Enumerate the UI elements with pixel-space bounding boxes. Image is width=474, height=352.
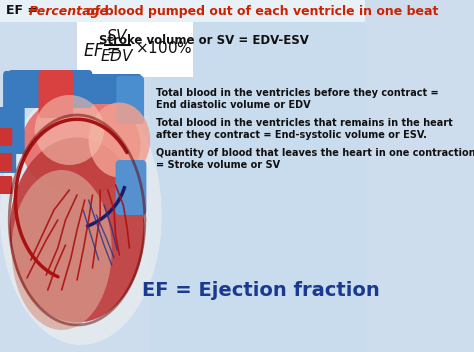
Text: End diastolic volume or EDV: End diastolic volume or EDV: [155, 100, 310, 110]
FancyBboxPatch shape: [74, 74, 142, 104]
FancyBboxPatch shape: [116, 160, 146, 215]
FancyBboxPatch shape: [38, 70, 73, 118]
Text: of blood pumped out of each ventricle in one beat: of blood pumped out of each ventricle in…: [82, 5, 439, 18]
Text: $\mathit{EDV}$: $\mathit{EDV}$: [100, 48, 135, 64]
Ellipse shape: [89, 102, 150, 177]
Ellipse shape: [11, 170, 112, 330]
FancyBboxPatch shape: [3, 71, 25, 154]
Text: Stroke volume or SV = EDV-ESV: Stroke volume or SV = EDV-ESV: [99, 33, 309, 46]
FancyBboxPatch shape: [0, 153, 12, 171]
Text: Percentage: Percentage: [28, 5, 109, 18]
Text: Total blood in the ventricles before they contract =: Total blood in the ventricles before the…: [155, 88, 438, 98]
Ellipse shape: [21, 95, 141, 195]
Text: Quantity of blood that leaves the heart in one contraction: Quantity of blood that leaves the heart …: [155, 148, 474, 158]
Text: $\times 100\%$: $\times 100\%$: [135, 40, 192, 56]
Text: $\mathit{SV}$: $\mathit{SV}$: [106, 28, 128, 44]
Ellipse shape: [35, 95, 104, 165]
FancyBboxPatch shape: [0, 0, 365, 22]
Text: EF = Ejection fraction: EF = Ejection fraction: [142, 281, 379, 300]
Text: after they contract = End-systolic volume or ESV.: after they contract = End-systolic volum…: [155, 130, 427, 140]
Ellipse shape: [9, 138, 145, 322]
FancyBboxPatch shape: [77, 22, 192, 77]
Text: EF =: EF =: [6, 5, 43, 18]
FancyBboxPatch shape: [8, 70, 92, 108]
FancyBboxPatch shape: [0, 107, 16, 173]
FancyBboxPatch shape: [150, 0, 365, 352]
Text: = Stroke volume or SV: = Stroke volume or SV: [155, 160, 280, 170]
FancyBboxPatch shape: [0, 176, 12, 194]
Ellipse shape: [0, 85, 162, 345]
Text: $\mathit{EF} = $: $\mathit{EF} = $: [83, 42, 121, 60]
FancyBboxPatch shape: [116, 76, 144, 124]
FancyBboxPatch shape: [0, 128, 12, 146]
Text: Total blood in the ventricles that remains in the heart: Total blood in the ventricles that remai…: [155, 118, 452, 128]
